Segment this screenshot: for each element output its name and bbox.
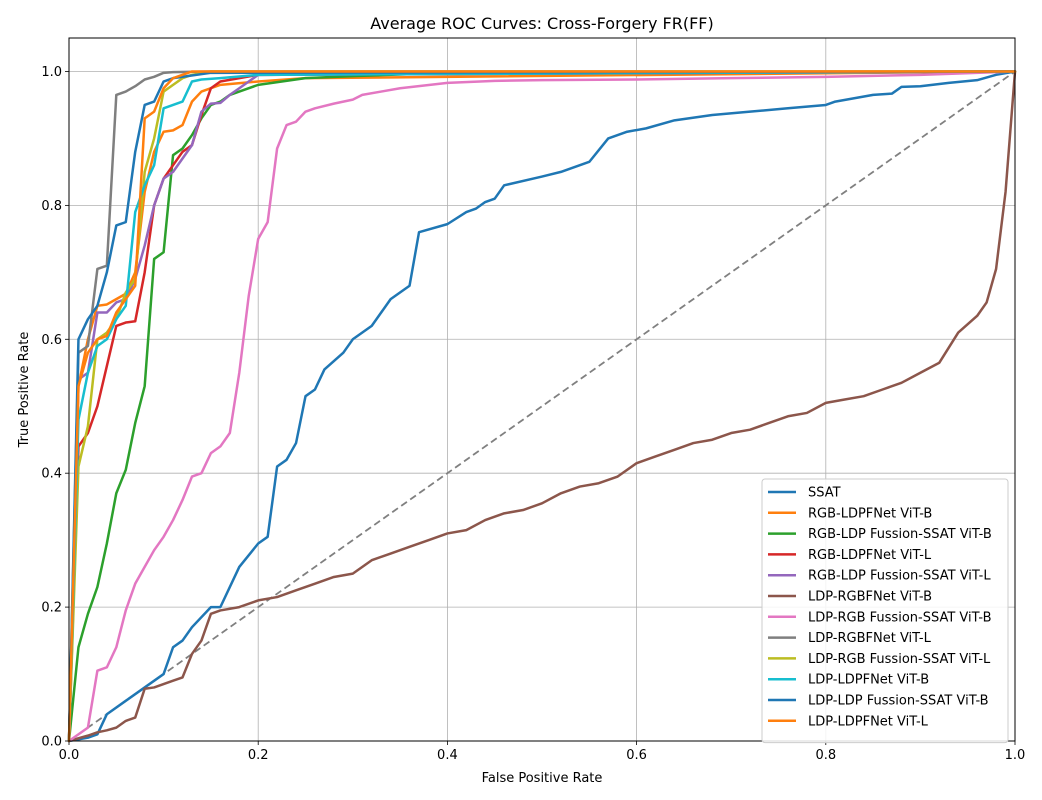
y-tick-label: 0.0 — [41, 735, 62, 750]
legend-entry-label: LDP-RGBFNet ViT-B — [808, 590, 932, 605]
legend-entry-label: RGB-LDP Fussion-SSAT ViT-L — [808, 569, 991, 584]
x-tick-label: 0.4 — [437, 748, 458, 763]
series-line-10 — [67, 70, 1017, 743]
legend-entry-label: LDP-LDP Fussion-SSAT ViT-B — [808, 694, 989, 709]
chart-title: Average ROC Curves: Cross-Forgery FR(FF) — [370, 14, 713, 33]
series-line-3 — [67, 70, 1017, 743]
x-axis-label: False Positive Rate — [482, 771, 603, 786]
y-tick-label: 0.2 — [41, 601, 62, 616]
series-line-7 — [67, 70, 1017, 743]
series-line-6 — [67, 70, 1017, 743]
legend-entry-label: RGB-LDPFNet ViT-B — [808, 506, 932, 521]
series-line-5 — [67, 70, 1017, 743]
legend-entry-label: RGB-LDPFNet ViT-L — [808, 548, 932, 563]
x-tick-label: 0.8 — [815, 748, 836, 763]
chance-diagonal-line — [68, 70, 1016, 742]
y-tick-label: 0.8 — [41, 199, 62, 214]
legend-entry-label: LDP-LDPFNet ViT-B — [808, 673, 929, 688]
legend-box — [761, 478, 1009, 744]
legend-entry-label: LDP-RGB Fussion-SSAT ViT-B — [808, 610, 992, 625]
y-axis-label: True Positive Rate — [17, 332, 32, 449]
series-line-1 — [67, 70, 1017, 743]
legend-entry-label: LDP-RGBFNet ViT-L — [808, 631, 932, 646]
x-tick-label: 0.6 — [626, 748, 647, 763]
series-lines — [67, 70, 1017, 743]
plot-frame — [68, 37, 1016, 742]
legend-entry-label: LDP-LDPFNet ViT-L — [808, 714, 929, 729]
legend: SSAT RGB-LDPFNet ViT-B RGB-LDP Fussion-SSA… — [761, 478, 1009, 744]
legend-entry-label: RGB-LDP Fussion-SSAT ViT-B — [808, 527, 992, 542]
x-tick-label: 0.0 — [59, 748, 80, 763]
diagonal-reference — [68, 70, 1016, 742]
series-line-8 — [67, 70, 1017, 743]
legend-entry-label: SSAT — [808, 486, 841, 501]
x-tick-label: 0.2 — [248, 748, 269, 763]
series-line-12 — [67, 70, 1017, 743]
y-tick-label: 1.0 — [41, 65, 62, 80]
y-tick-label: 0.6 — [41, 333, 62, 348]
axis-ticks: 0.0 0.2 0.4 0.6 0.8 1.0 0.0 0.2 0.4 0.6 0.8 1.0 — [41, 65, 1025, 763]
x-tick-label: 1.0 — [1005, 748, 1026, 763]
y-tick-label: 0.4 — [41, 467, 62, 482]
grid — [68, 38, 1016, 742]
legend-entry-label: LDP-RGB Fussion-SSAT ViT-L — [808, 652, 991, 667]
